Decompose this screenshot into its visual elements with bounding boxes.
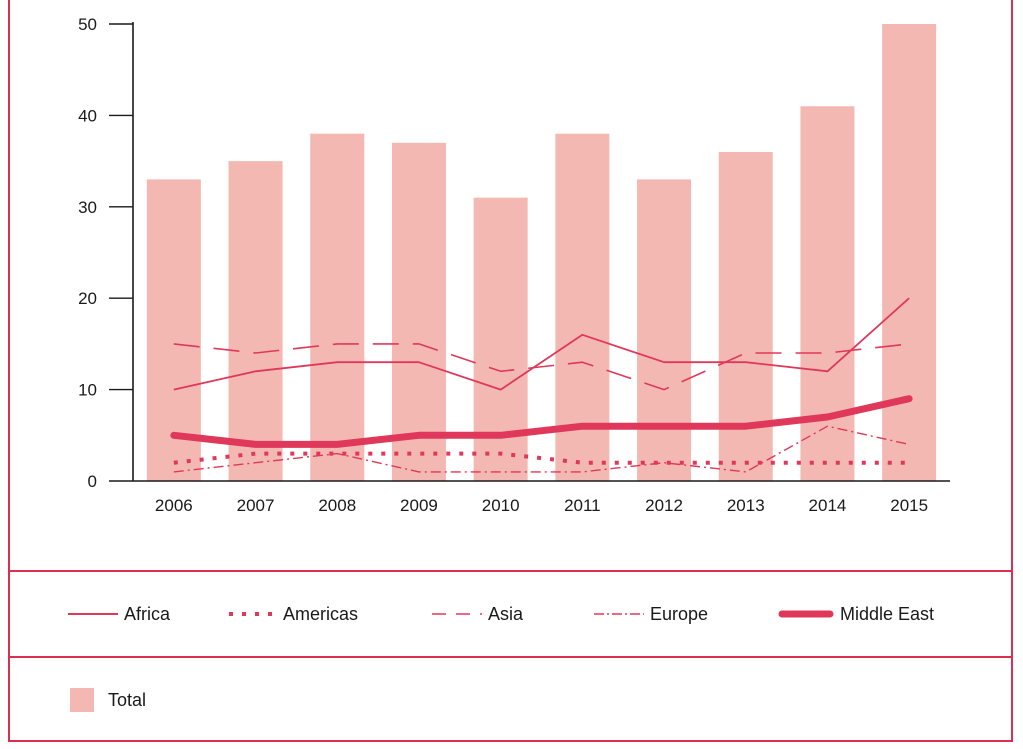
x-tick-label-2009: 2009 (400, 496, 438, 515)
bar-total-2006 (146, 179, 201, 481)
x-tick-label-2006: 2006 (155, 496, 193, 515)
series-line-asia (173, 343, 910, 391)
legend-line-europe (594, 613, 644, 615)
legend-item-americas: Americas (227, 572, 358, 656)
legend-item-africa: Africa (68, 572, 170, 656)
y-tick-label-20: 20 (78, 289, 97, 308)
y-tick-label-50: 50 (78, 15, 97, 34)
legend-item-middle-east: Middle East (778, 572, 934, 656)
x-tick-label-2011: 2011 (564, 496, 601, 515)
bar-total-2013 (718, 151, 773, 481)
bar-total-2007 (228, 161, 283, 481)
legend-line-africa (68, 613, 118, 615)
legend-item-europe: Europe (594, 572, 708, 656)
bar-legend: Total (8, 658, 1013, 742)
x-tick-label-2008: 2008 (318, 496, 356, 515)
x-tick-label-2012: 2012 (645, 496, 683, 515)
chart-plot: 0 10 20 30 40 50 2006 2007 2008 2009 2010 2011 2012 2… (78, 15, 950, 515)
legend-item-total: Total (70, 658, 146, 742)
bar-total-2012 (637, 179, 692, 481)
y-tick-label-0: 0 (88, 472, 97, 491)
bar-total-2014 (800, 106, 855, 481)
legend-line-asia (432, 613, 482, 615)
y-tick-label-10: 10 (78, 381, 97, 400)
legend-line-americas (229, 612, 277, 616)
series-line-middle-east (170, 395, 913, 448)
series-line-africa (173, 297, 910, 391)
legend-divider-top (8, 570, 1013, 572)
bar-total-2015 (882, 24, 937, 481)
legend-label-africa: Africa (124, 603, 171, 624)
legend-label-americas: Americas (283, 603, 359, 624)
legend-label-total: Total (108, 689, 147, 710)
line-legend: Africa Americas Asia Europe Middle East (8, 572, 1013, 656)
y-tick-label-30: 30 (78, 198, 97, 217)
x-tick-label-2015: 2015 (890, 496, 928, 515)
x-tick-label-2007: 2007 (237, 496, 275, 515)
legend-divider-bottom (8, 656, 1013, 658)
legend-label-europe: Europe (650, 603, 709, 624)
chart-frame (8, 0, 1013, 742)
legend-item-asia: Asia (432, 572, 523, 656)
y-tick-label-40: 40 (78, 106, 97, 125)
legend-line-middle-east (778, 610, 834, 618)
bar-total-2008 (310, 133, 365, 481)
legend-label-middle-east: Middle East (840, 603, 935, 624)
series-line-americas (173, 451, 910, 465)
legend-label-asia: Asia (488, 603, 524, 624)
bar-total-2009 (391, 142, 446, 481)
x-tick-label-2013: 2013 (727, 496, 765, 515)
series-line-europe (173, 425, 910, 473)
legend-swatch-total (70, 688, 94, 712)
x-tick-label-2010: 2010 (482, 496, 520, 515)
x-tick-label-2014: 2014 (809, 496, 847, 515)
